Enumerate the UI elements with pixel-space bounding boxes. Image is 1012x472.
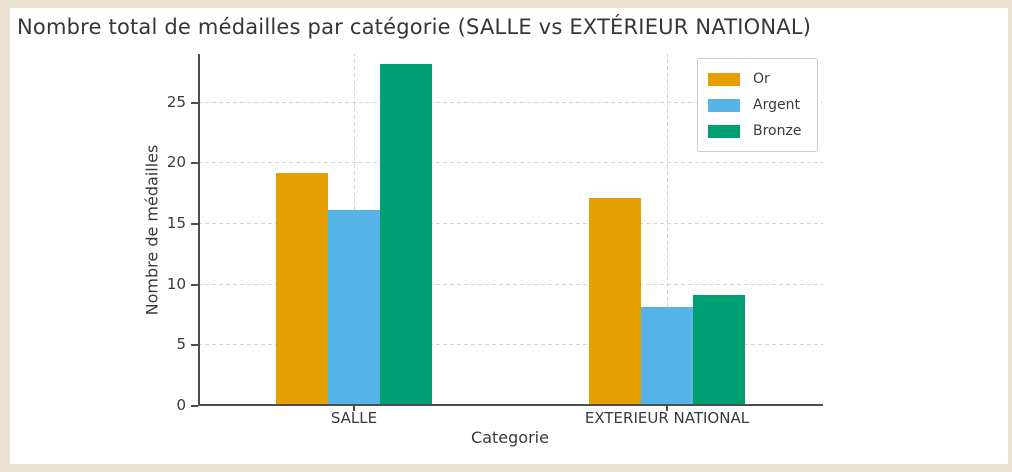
- x-tick-mark-exterieur-national: [666, 406, 668, 411]
- y-tick-label-20: 20: [166, 153, 186, 171]
- bar-or-salle: [276, 173, 328, 404]
- x-axis-label: Categorie: [471, 428, 549, 447]
- gridline-y-15: [198, 223, 823, 224]
- chart-title: Nombre total de médailles par catégorie …: [17, 15, 812, 39]
- legend-swatch-argent: [708, 98, 740, 112]
- y-tick-mark-20: [191, 162, 198, 164]
- legend-swatch-bronze: [708, 124, 740, 138]
- legend-label-or: Or: [753, 71, 770, 87]
- gridline-y-25: [198, 102, 823, 103]
- bar-argent-salle: [328, 210, 380, 404]
- legend-label-bronze: Bronze: [753, 123, 802, 139]
- gridline-y-20: [198, 162, 823, 163]
- chart-panel: [10, 8, 1008, 464]
- x-tick-label-exterieur-national: EXTERIEUR NATIONAL: [584, 409, 750, 427]
- x-tick-mark-salle: [353, 406, 355, 411]
- legend-item-argent: Argent: [708, 92, 809, 118]
- gridline-y-5: [198, 344, 823, 345]
- y-tick-label-0: 0: [176, 396, 186, 414]
- bar-or-exterieur-national: [589, 198, 641, 404]
- x-axis-line: [198, 404, 823, 406]
- legend-swatch-or: [708, 72, 740, 86]
- y-tick-label-15: 15: [166, 214, 186, 232]
- y-tick-mark-5: [191, 344, 198, 346]
- legend-item-bronze: Bronze: [708, 118, 809, 144]
- x-tick-label-salle: SALLE: [330, 409, 378, 427]
- bar-bronze-salle: [380, 64, 432, 404]
- bar-argent-exterieur-national: [641, 307, 693, 404]
- y-tick-mark-15: [191, 223, 198, 225]
- legend: Or Argent Bronze: [697, 58, 818, 152]
- bar-bronze-exterieur-national: [693, 295, 745, 404]
- legend-label-argent: Argent: [753, 97, 800, 113]
- legend-item-or: Or: [708, 66, 809, 92]
- gridline-y-10: [198, 284, 823, 285]
- y-tick-mark-10: [191, 284, 198, 286]
- gridline-x-exterieur-national: [667, 54, 668, 406]
- y-tick-mark-25: [191, 102, 198, 104]
- y-tick-label-25: 25: [166, 93, 186, 111]
- plot-area: [198, 54, 823, 406]
- y-tick-label-5: 5: [176, 335, 186, 353]
- y-axis-line: [198, 54, 200, 406]
- y-tick-label-10: 10: [166, 275, 186, 293]
- y-tick-mark-0: [191, 405, 198, 407]
